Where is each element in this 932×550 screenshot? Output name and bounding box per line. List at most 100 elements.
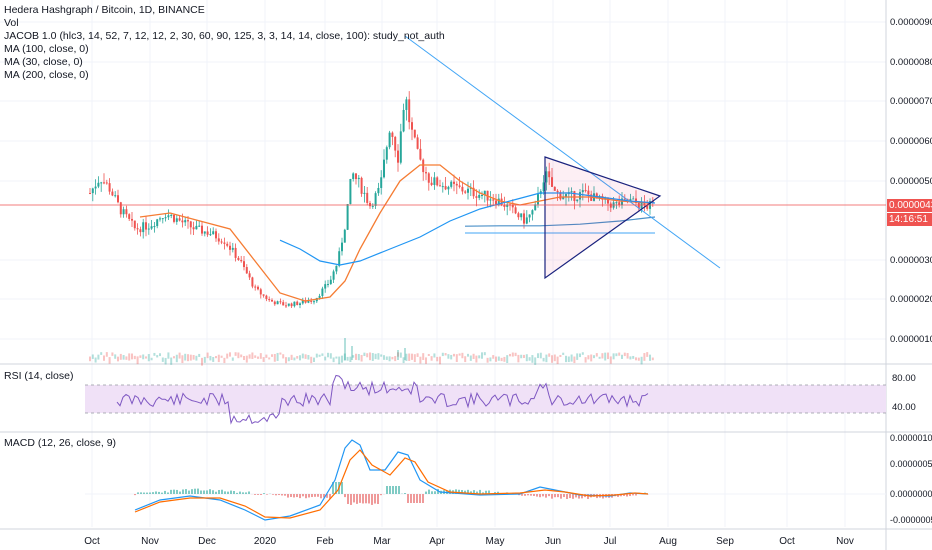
volume-bar <box>394 356 397 362</box>
candle-body <box>618 202 621 206</box>
legend-ma30[interactable]: MA (30, close, 0) <box>4 56 83 68</box>
volume-bar <box>475 355 478 363</box>
volume-bar <box>150 357 153 361</box>
volume-bar <box>307 355 310 360</box>
macd-histogram-bar <box>182 489 184 494</box>
time-axis-label: Oct <box>84 536 100 547</box>
candle-body <box>189 221 192 228</box>
volume-bar <box>167 352 170 359</box>
candle-body <box>136 228 139 230</box>
macd-histogram-bar <box>416 494 418 503</box>
candle-body <box>276 301 279 305</box>
macd-histogram-bar <box>632 494 634 496</box>
volume-bar <box>377 353 380 360</box>
candle-body <box>89 193 91 194</box>
macd-histogram-bar <box>527 494 529 496</box>
candle-body <box>391 132 394 137</box>
legend-ma100[interactable]: MA (100, close, 0) <box>4 43 89 55</box>
current-price-tag: 0.00000436 <box>887 199 932 212</box>
macd-histogram-bar <box>536 494 538 497</box>
volume-bar <box>483 352 486 356</box>
candle-body <box>125 209 128 215</box>
candle-body <box>441 186 444 188</box>
rsi-label[interactable]: RSI (14, close) <box>4 370 74 382</box>
volume-bar <box>385 356 388 360</box>
volume-bar <box>422 353 425 360</box>
volume-bar <box>581 352 584 355</box>
candle-body <box>184 220 187 223</box>
volume-bar <box>310 356 313 364</box>
volume-bar <box>525 354 528 362</box>
trendline-down <box>404 35 721 269</box>
macd-histogram-bar <box>473 490 475 494</box>
macd-histogram-bar <box>155 491 157 494</box>
volume-bar <box>369 352 371 361</box>
time-axis-label: Jul <box>604 536 617 547</box>
volume-bar <box>478 355 481 359</box>
volume-bar <box>133 355 136 360</box>
volume-bar <box>119 353 122 360</box>
volume-bar <box>520 354 523 359</box>
candle-body <box>145 222 147 230</box>
candle-body <box>492 199 495 201</box>
volume-bar <box>593 355 595 359</box>
candle-body <box>548 171 551 178</box>
macd-histogram-bar <box>629 494 631 497</box>
time-axis-label: Apr <box>429 536 445 547</box>
candle-body <box>332 271 335 280</box>
macd-label[interactable]: MACD (12, 26, close, 9) <box>4 437 117 449</box>
candle-body <box>369 202 371 207</box>
volume-bar <box>122 355 125 360</box>
macd-histogram-bar <box>530 494 532 496</box>
candle-body <box>621 198 623 206</box>
macd-histogram-bar <box>482 492 484 494</box>
candle-body <box>422 159 425 173</box>
time-axis-label: Dec <box>198 536 216 547</box>
chart-legend: Hedera Hashgraph / Bitcoin, 1D, BINANCE … <box>4 4 445 82</box>
macd-histogram-bar <box>326 494 328 498</box>
candle-body <box>562 196 565 200</box>
volume-bar <box>187 354 189 362</box>
volume-bar <box>573 356 576 364</box>
macd-histogram-bar <box>290 494 292 498</box>
macd-histogram-bar <box>557 494 559 498</box>
symbol-title[interactable]: Hedera Hashgraph / Bitcoin, 1D, BINANCE <box>4 4 205 16</box>
legend-ma200[interactable]: MA (200, close, 0) <box>4 69 89 81</box>
candle-body <box>105 182 108 184</box>
volume-bar <box>327 352 329 358</box>
candle-body <box>405 99 408 110</box>
volume-bar <box>649 354 651 361</box>
legend-jacob[interactable]: JACOB 1.0 (hlc3, 14, 52, 7, 12, 12, 2, 3… <box>4 30 445 42</box>
macd-histogram-bar <box>311 494 313 498</box>
candle-body <box>195 225 198 230</box>
macd-histogram-bar <box>368 494 370 504</box>
volume-bar <box>147 354 150 362</box>
candle-body <box>355 173 357 180</box>
candle-body <box>327 284 329 286</box>
candle-body <box>483 190 486 195</box>
volume-bar <box>184 353 187 361</box>
volume-bar <box>531 355 534 363</box>
macd-histogram-bar <box>197 488 199 494</box>
volume-bar <box>503 356 506 362</box>
candle-body <box>159 218 161 220</box>
volume-bar <box>430 356 433 361</box>
volume-bar <box>629 356 632 360</box>
time-axis-label: Mar <box>373 536 391 547</box>
macd-histogram-bar <box>293 494 295 498</box>
candle-body <box>646 205 649 209</box>
volume-bar <box>265 354 268 358</box>
candle-body <box>366 192 369 203</box>
candle-body <box>637 202 640 209</box>
candle-body <box>226 243 229 246</box>
volume-bar <box>556 356 559 365</box>
volume-bar <box>343 353 346 361</box>
volume-bar <box>332 357 335 363</box>
volume-bar <box>108 357 111 364</box>
candle-body <box>385 147 388 160</box>
ma30-line <box>139 164 651 302</box>
legend-vol[interactable]: Vol <box>4 17 19 29</box>
candle-body <box>234 247 237 258</box>
